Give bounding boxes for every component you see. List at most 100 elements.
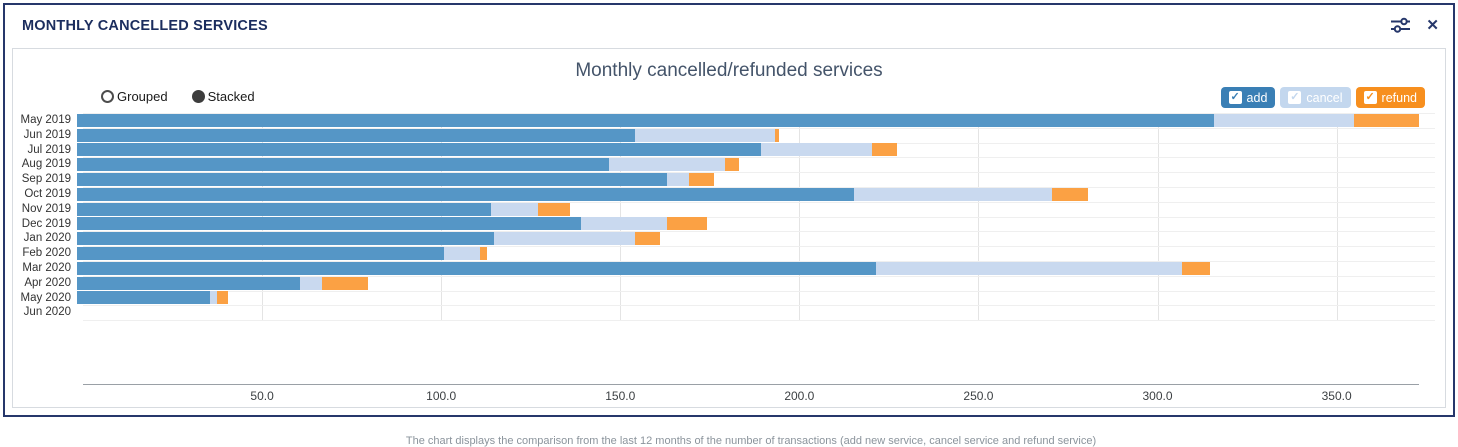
mode-radio-stacked[interactable]: Stacked <box>191 89 255 104</box>
checkbox-checked-icon: ✓ <box>1288 91 1302 104</box>
bar-track <box>77 247 1419 261</box>
bar-segment-cancel <box>210 291 218 305</box>
settings-sliders-icon[interactable] <box>1391 17 1411 34</box>
bar-segment-refund <box>667 217 707 231</box>
month-label: Jan 2020 <box>23 232 71 245</box>
x-axis-tick-label: 250.0 <box>963 389 994 403</box>
mode-radio-grouped[interactable]: Grouped <box>101 89 168 104</box>
x-axis-tick-label: 300.0 <box>1142 389 1173 403</box>
month-label: Apr 2020 <box>24 276 71 289</box>
gridline <box>978 113 980 320</box>
row-separator <box>83 246 1435 248</box>
chart-row: May 2019 <box>13 113 1445 128</box>
bar-segment-cancel <box>875 261 1182 275</box>
bar-segment-refund <box>537 202 570 216</box>
month-label: Mar 2020 <box>22 261 71 274</box>
bar-segment-add <box>77 158 610 172</box>
gridline <box>441 113 443 320</box>
bar-segment-cancel <box>494 232 635 246</box>
month-label: Nov 2019 <box>21 202 71 215</box>
x-axis-tick-label: 350.0 <box>1321 389 1352 403</box>
bar-segment-add <box>77 128 635 142</box>
bar-segment-refund <box>688 173 714 187</box>
chart-title: Monthly cancelled/refunded services <box>575 60 883 81</box>
chart-rows: May 2019 Jun 2019 Jul 2019 Aug 2019 Sep 2019… <box>13 113 1445 320</box>
chart-row: Sep 2019 <box>13 172 1445 187</box>
radio-unselected-icon <box>101 90 114 103</box>
chart-panel: Monthly cancelled/refunded services Grou… <box>12 48 1446 447</box>
bar-segment-refund <box>1354 113 1419 127</box>
bar-segment-cancel <box>854 187 1052 201</box>
bar-track <box>77 217 1419 231</box>
chart-row: Jan 2020 <box>13 231 1445 246</box>
bar-segment-add <box>77 291 211 305</box>
row-separator <box>83 172 1435 174</box>
row-separator <box>83 275 1435 277</box>
chart-row: Nov 2019 <box>13 202 1445 217</box>
legend-refund-button[interactable]: ✓ refund <box>1355 87 1425 108</box>
gridline <box>620 113 622 320</box>
bar-segment-add <box>77 143 761 157</box>
bar-segment-cancel <box>490 202 538 216</box>
bar-track <box>77 173 1419 187</box>
bar-segment-add <box>77 113 1214 127</box>
row-separator <box>83 157 1435 159</box>
mode-radio-stacked-label: Stacked <box>207 89 255 104</box>
row-separator <box>83 320 1435 322</box>
bar-segment-add <box>77 187 855 201</box>
plot-rowlines <box>83 113 1435 322</box>
row-separator <box>83 261 1435 262</box>
legend-add-button[interactable]: ✓ add <box>1220 87 1276 108</box>
gridline <box>1157 113 1159 320</box>
close-icon[interactable]: ✕ <box>1426 17 1439 34</box>
bar-segment-refund <box>634 232 660 246</box>
bar-track <box>77 276 1419 290</box>
widget-header: MONTHLY CANCELLED SERVICES ✕ <box>5 5 1453 46</box>
month-label: Jul 2019 <box>27 143 71 156</box>
bar-segment-refund <box>724 158 739 172</box>
bar-segment-refund <box>217 291 229 305</box>
bar-segment-refund <box>872 143 898 157</box>
x-axis-tick-label: 150.0 <box>605 389 636 403</box>
x-axis-tick-label: 200.0 <box>784 389 815 403</box>
bar-segment-cancel <box>443 247 480 261</box>
gridline <box>799 113 801 320</box>
bar-segment-add <box>77 173 668 187</box>
bar-segment-add <box>77 261 876 275</box>
row-separator <box>83 216 1435 218</box>
row-separator <box>83 305 1435 307</box>
bar-track <box>77 306 1419 319</box>
month-label: Sep 2019 <box>21 173 71 186</box>
bar-segment-cancel <box>609 158 725 172</box>
row-separator <box>83 127 1435 129</box>
bar-segment-add <box>77 247 444 261</box>
bar-segment-refund <box>1181 261 1211 275</box>
bar-track <box>77 232 1419 246</box>
x-axis-tick-label: 50.0 <box>250 389 274 403</box>
row-separator <box>83 113 1435 114</box>
bar-segment-refund <box>479 247 488 261</box>
checkbox-checked-icon: ✓ <box>1363 91 1377 104</box>
bar-segment-cancel <box>300 276 322 290</box>
bar-segment-refund <box>321 276 369 290</box>
chart-row: Feb 2020 <box>13 246 1445 261</box>
month-label: May 2020 <box>20 291 71 304</box>
bar-segment-add <box>77 276 301 290</box>
row-separator <box>83 142 1435 144</box>
monthly-cancelled-services-widget: MONTHLY CANCELLED SERVICES ✕ Monthly can… <box>3 3 1455 447</box>
bar-segment-add <box>77 217 581 231</box>
chart-caption: The chart displays the comparison from t… <box>405 435 1097 447</box>
gridline <box>262 113 264 320</box>
legend-cancel-button[interactable]: ✓ cancel <box>1280 87 1351 108</box>
x-axis: 50.0 100.0 150.0 200.0 250.0 300.0 350.0 <box>83 384 1419 408</box>
mode-radios: Grouped Stacked <box>101 89 255 104</box>
row-separator <box>83 201 1435 203</box>
bar-segment-add <box>77 202 491 216</box>
legend-refund-label: refund <box>1381 90 1417 105</box>
month-label: Aug 2019 <box>21 158 71 171</box>
gridline <box>1336 113 1338 320</box>
row-separator <box>83 187 1435 188</box>
bar-track <box>77 113 1419 127</box>
month-label: Dec 2019 <box>21 217 71 230</box>
chart-row: May 2020 <box>13 291 1445 306</box>
